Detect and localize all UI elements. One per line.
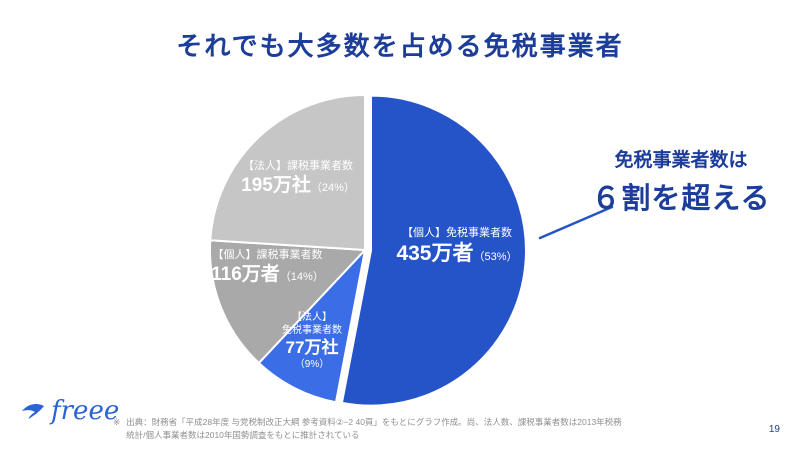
footnote: ※ 出典：財務省「平成28年度 与党税制改正大綱 参考資料②−2 40頁」をもと… <box>113 416 713 442</box>
callout-line <box>538 205 614 240</box>
footnote-line-2: 統計/個人事業者数は2010年国勢調査をもとに推計されている <box>126 429 360 440</box>
pie-slice-1 <box>257 249 366 404</box>
annotation-line2: ６割を超える <box>591 183 771 215</box>
slide-title: それでも大多数を占める免税事業者 <box>176 31 624 61</box>
pie-label-kojin-menzei: 【個人】免税事業者数 435万者（53%） <box>396 227 518 265</box>
pie-label-kojin-kazei: 【個人】課税事業者数 116万者（14%） <box>211 249 324 285</box>
pie-label-hojin-menzei: 【法人】 免税事業者数 77万社 （9%） <box>282 312 342 370</box>
footnote-line-1: 出典：財務省「平成28年度 与党税制改正大綱 参考資料②−2 40頁」をもとにグ… <box>126 417 622 427</box>
pie-slice-0 <box>340 94 527 407</box>
pie-label-hojin-kazei: 【法人】課税事業者数 195万社（24%） <box>241 160 355 196</box>
logo-text: freee <box>51 396 120 426</box>
annotation-line1: 免税事業者数は <box>614 150 748 171</box>
swallow-icon <box>22 403 44 419</box>
freee-logo: freee <box>20 398 119 424</box>
pie-slice-2 <box>209 239 366 364</box>
annotation: 免税事業者数は ６割を超える <box>575 145 787 217</box>
footnote-marker: ※ <box>113 417 121 427</box>
pie-slice-3 <box>209 94 366 251</box>
page-number: 19 <box>768 424 780 435</box>
